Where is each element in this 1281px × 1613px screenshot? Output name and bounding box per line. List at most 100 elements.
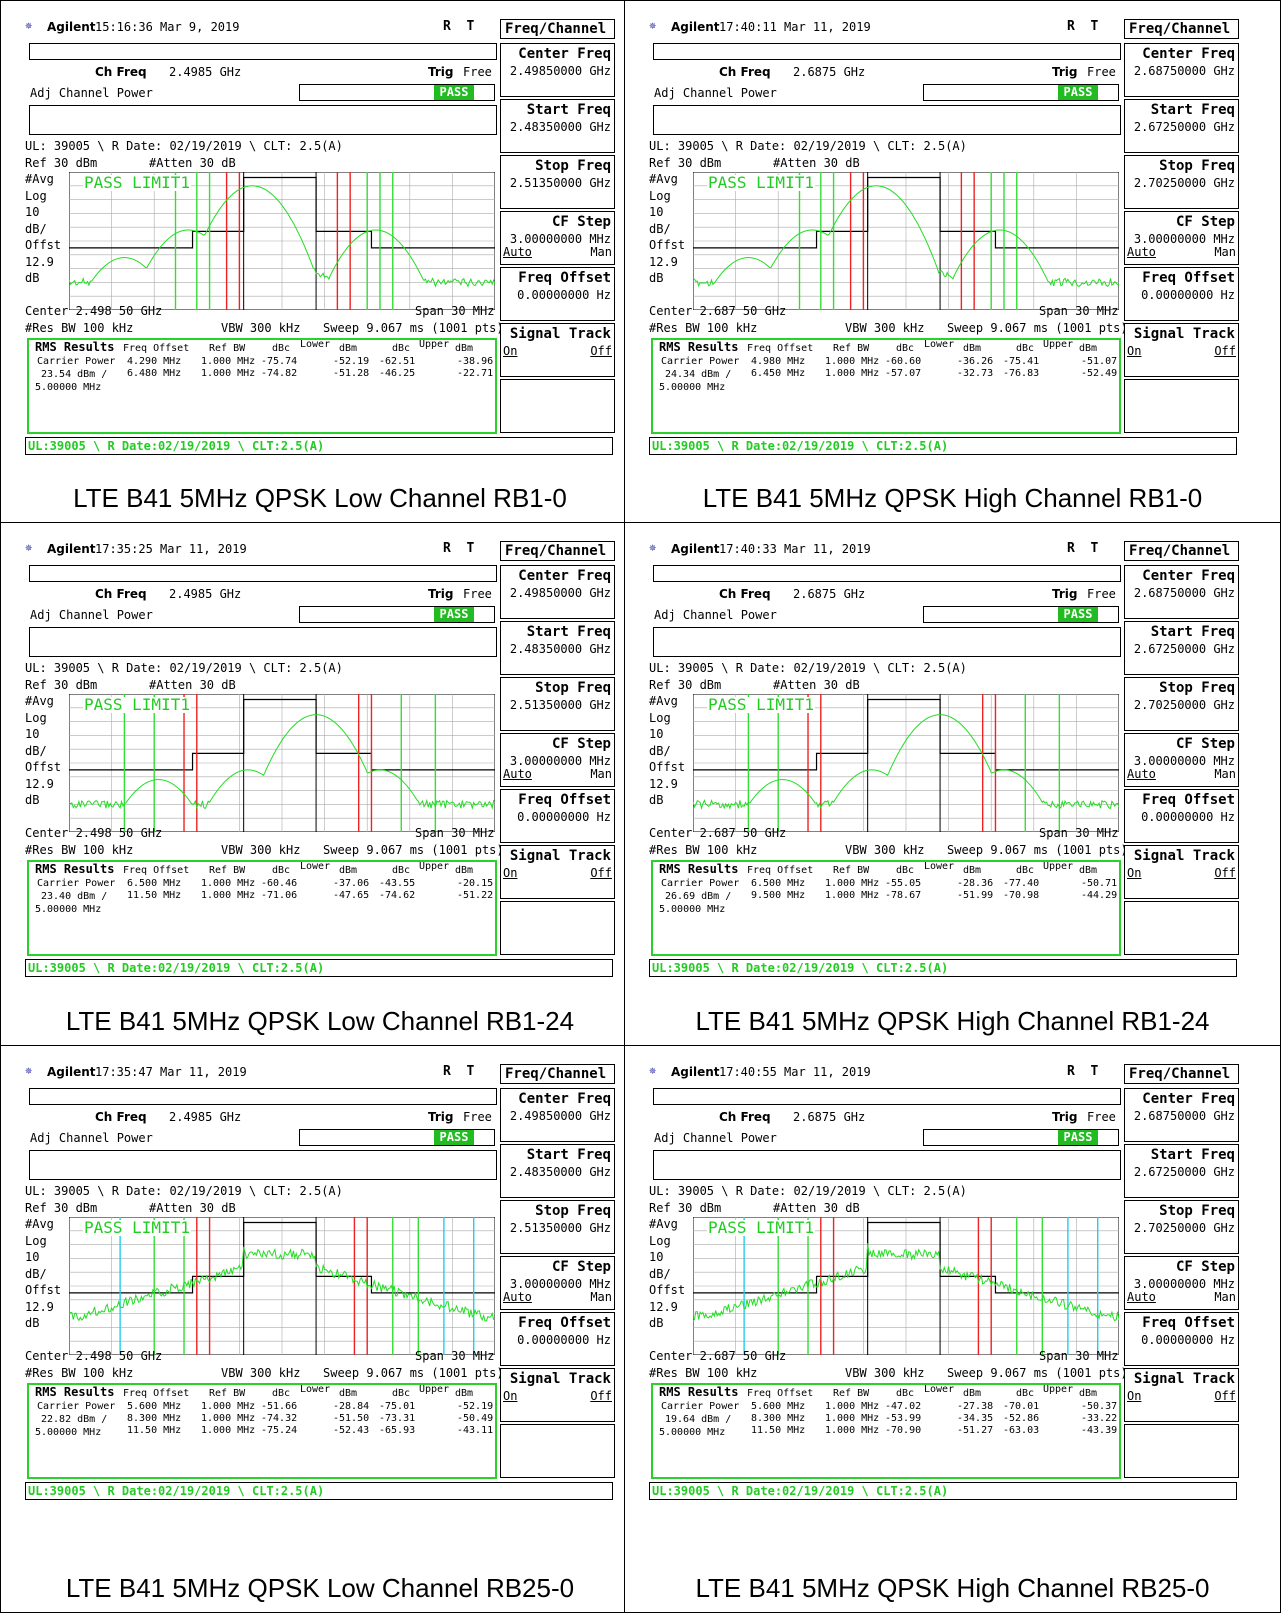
header-time: 17:35:47 [95, 1065, 153, 1079]
softkey-center-freq-button[interactable]: Center Freq 2.68750000 GHz [1124, 43, 1239, 97]
ch-freq-value: 2.4985 GHz [169, 1110, 242, 1124]
status-text: UL:39005 \ R Date:02/19/2019 \ CLT:2.5(A… [652, 961, 949, 975]
softkey-label: Freq Offset [1142, 792, 1235, 808]
softkey-start-freq-button[interactable]: Start Freq 2.67250000 GHz [1124, 621, 1239, 675]
softkey-stop-freq-button[interactable]: Stop Freq 2.51350000 GHz [500, 155, 615, 209]
softkey-signal-track-button[interactable]: Signal Track On Off [500, 1368, 615, 1422]
message-bar [653, 43, 1121, 60]
softkey-freq-offset-button[interactable]: Freq Offset 0.00000000 Hz [1124, 267, 1239, 321]
menu-title-box: Freq/Channel [1124, 19, 1239, 39]
softkey-cf-step-button[interactable]: CF Step 3.00000000 MHz Auto Man [500, 211, 615, 265]
rms-cell: -27.38 [957, 1401, 994, 1412]
softkey-signal-track-button[interactable]: Signal Track On Off [1124, 1368, 1239, 1422]
softkey-freq-offset-button[interactable]: Freq Offset 0.00000000 Hz [1124, 1312, 1239, 1366]
spectrum-plot [693, 172, 1119, 310]
rms-cell: -55.05 [885, 878, 922, 889]
softkey-start-freq-button[interactable]: Start Freq 2.67250000 GHz [1124, 1144, 1239, 1198]
input-field[interactable] [653, 105, 1121, 135]
rms-cell: -37.06 [333, 878, 370, 889]
vbw-readout: VBW 300 kHz [221, 843, 301, 857]
rms-cell: -51.50 [333, 1413, 370, 1424]
rms-cell: -75.74 [261, 356, 298, 367]
softkey-cf-step-button[interactable]: CF Step 3.00000000 MHz Auto Man [500, 1256, 615, 1310]
softkey-cf-step-button[interactable]: CF Step 3.00000000 MHz Auto Man [1124, 733, 1239, 787]
toggle-option: On [503, 1389, 518, 1403]
axis-label: Log [649, 710, 671, 725]
softkey-freq-offset-button[interactable]: Freq Offset 0.00000000 Hz [500, 789, 615, 843]
axis-label: dB [25, 271, 40, 285]
axis-label: dB/ [25, 221, 47, 236]
softkey-stop-freq-button[interactable]: Stop Freq 2.51350000 GHz [500, 677, 615, 731]
softkey-signal-track-button[interactable]: Signal Track On Off [1124, 323, 1239, 377]
limit-label: PASS LIMIT1 [707, 1218, 815, 1237]
panel-caption: LTE B41 5MHz QPSK Low Channel RB1-0 [73, 483, 567, 513]
carrier-power: 19.64 dBm / [665, 1414, 732, 1425]
softkey-center-freq-button[interactable]: Center Freq 2.49850000 GHz [500, 43, 615, 97]
input-field[interactable] [29, 1150, 497, 1180]
attenuation: #Atten 30 dB [773, 156, 860, 170]
softkey-blank-button[interactable] [500, 901, 615, 955]
softkey-center-freq-button[interactable]: Center Freq 2.49850000 GHz [500, 1088, 615, 1142]
softkey-blank-button[interactable] [1124, 901, 1239, 955]
header-date: Mar 11, 2019 [784, 542, 871, 556]
softkey-blank-button[interactable] [500, 1424, 615, 1478]
softkey-signal-track-button[interactable]: Signal Track On Off [500, 845, 615, 899]
sweep-readout: Sweep 9.067 ms (1001 pts) [323, 843, 504, 857]
softkey-start-freq-button[interactable]: Start Freq 2.48350000 GHz [500, 1144, 615, 1198]
input-field[interactable] [653, 1150, 1121, 1180]
softkey-stop-freq-button[interactable]: Stop Freq 2.70250000 GHz [1124, 1200, 1239, 1254]
softkey-stop-freq-button[interactable]: Stop Freq 2.70250000 GHz [1124, 155, 1239, 209]
softkey-signal-track-button[interactable]: Signal Track On Off [500, 323, 615, 377]
softkey-value: 3.00000000 MHz [509, 1277, 611, 1291]
softkey-blank-button[interactable] [500, 379, 615, 433]
header-time: 15:16:36 [95, 20, 153, 34]
softkey-cf-step-button[interactable]: CF Step 3.00000000 MHz Auto Man [500, 733, 615, 787]
softkey-cf-step-button[interactable]: CF Step 3.00000000 MHz Auto Man [1124, 1256, 1239, 1310]
softkey-center-freq-button[interactable]: Center Freq 2.49850000 GHz [500, 565, 615, 619]
softkey-blank-button[interactable] [1124, 379, 1239, 433]
attenuation: #Atten 30 dB [149, 1201, 236, 1215]
softkey-start-freq-button[interactable]: Start Freq 2.48350000 GHz [500, 621, 615, 675]
rms-results-box: RMS Results Freq Offset Ref BW dBc Lower dBm d… [651, 338, 1121, 434]
rms-header: dBm [455, 343, 474, 354]
rms-header: dBm [1079, 865, 1098, 876]
input-field[interactable] [29, 105, 497, 135]
carrier-power: Carrier Power [37, 356, 116, 367]
axis-label: 12.9 [649, 254, 678, 269]
spectrum-trace [69, 1246, 495, 1322]
rms-cell: -73.31 [379, 1413, 416, 1424]
axis-label: Log [649, 188, 671, 203]
rms-cell: -20.15 [457, 878, 494, 889]
axis-label: #Avg [649, 1217, 678, 1231]
carrier-power: Carrier Power [661, 1401, 740, 1412]
softkey-cf-step-button[interactable]: CF Step 3.00000000 MHz Auto Man [1124, 211, 1239, 265]
softkey-freq-offset-button[interactable]: Freq Offset 0.00000000 Hz [500, 1312, 615, 1366]
softkey-start-freq-button[interactable]: Start Freq 2.67250000 GHz [1124, 99, 1239, 153]
toggle-option: Auto [1127, 767, 1156, 781]
trig-label: Trig [428, 65, 454, 79]
softkey-signal-track-button[interactable]: Signal Track On Off [1124, 845, 1239, 899]
softkey-center-freq-button[interactable]: Center Freq 2.68750000 GHz [1124, 565, 1239, 619]
softkey-blank-button[interactable] [1124, 1424, 1239, 1478]
panel-caption: LTE B41 5MHz QPSK High Channel RB1-0 [702, 483, 1203, 513]
rms-header: Lower [924, 1384, 955, 1395]
toggle-option: Man [1214, 245, 1236, 259]
softkey-value: 0.00000000 Hz [1141, 810, 1235, 824]
softkey-freq-offset-button[interactable]: Freq Offset 0.00000000 Hz [1124, 789, 1239, 843]
softkey-center-freq-button[interactable]: Center Freq 2.68750000 GHz [1124, 1088, 1239, 1142]
axis-label: 12.9 [649, 776, 678, 791]
rms-cell: -47.65 [333, 890, 370, 901]
input-field[interactable] [29, 627, 497, 657]
rms-header: dBm [339, 865, 358, 876]
ul-line: UL: 39005 \ R Date: 02/19/2019 \ CLT: 2.… [649, 1184, 967, 1198]
message-bar [29, 1088, 497, 1105]
softkey-stop-freq-button[interactable]: Stop Freq 2.51350000 GHz [500, 1200, 615, 1254]
softkey-start-freq-button[interactable]: Start Freq 2.48350000 GHz [500, 99, 615, 153]
attenuation: #Atten 30 dB [149, 156, 236, 170]
softkey-value: 2.48350000 GHz [509, 120, 611, 134]
input-field[interactable] [653, 627, 1121, 657]
softkey-freq-offset-button[interactable]: Freq Offset 0.00000000 Hz [500, 267, 615, 321]
rms-cell: -51.99 [957, 890, 994, 901]
trig-value: Free [1087, 1110, 1116, 1124]
softkey-stop-freq-button[interactable]: Stop Freq 2.70250000 GHz [1124, 677, 1239, 731]
